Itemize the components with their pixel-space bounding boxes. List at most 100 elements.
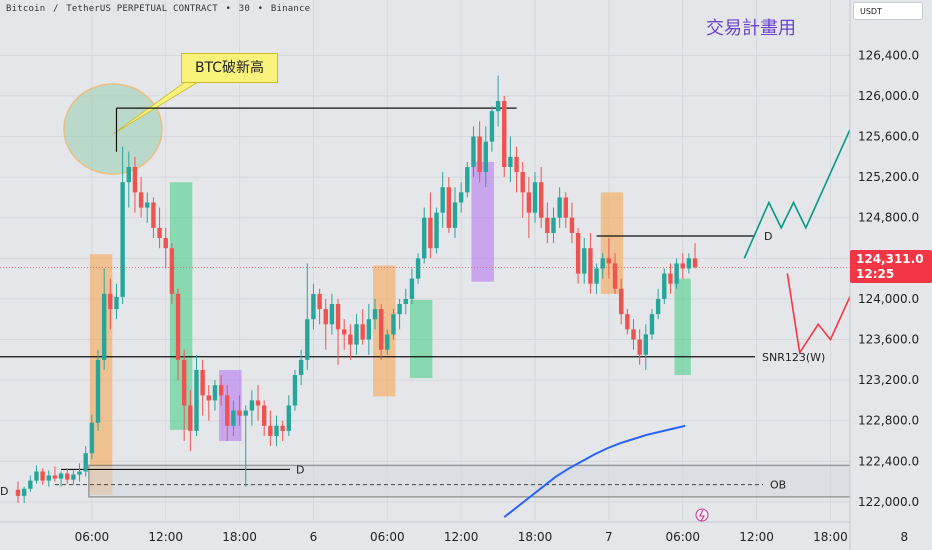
candle-body[interactable] — [483, 141, 488, 173]
zone-orange[interactable] — [372, 265, 396, 397]
candle-body[interactable] — [286, 405, 292, 431]
candle-body[interactable] — [545, 217, 550, 233]
candle-body[interactable] — [600, 258, 605, 269]
candle-body[interactable] — [163, 238, 168, 249]
candle-body[interactable] — [686, 258, 692, 269]
candle-body[interactable] — [169, 248, 175, 294]
candle-body[interactable] — [114, 296, 119, 310]
candle-body[interactable] — [218, 385, 224, 396]
candle-body[interactable] — [145, 202, 150, 208]
moving-average-line[interactable] — [503, 424, 686, 518]
candle-body[interactable] — [366, 319, 372, 340]
candle-body[interactable] — [532, 182, 538, 213]
candle-body[interactable] — [471, 136, 476, 167]
candle-body[interactable] — [120, 182, 125, 297]
candle-body[interactable] — [360, 324, 365, 340]
candle-body[interactable] — [280, 425, 285, 431]
candle-body[interactable] — [434, 212, 439, 249]
candle-body[interactable] — [249, 400, 255, 411]
candle-body[interactable] — [538, 182, 544, 218]
currency-selector[interactable]: USDT — [853, 2, 923, 20]
candle-body[interactable] — [625, 314, 630, 330]
candle-body[interactable] — [298, 359, 304, 376]
candle-body[interactable] — [440, 187, 445, 213]
candle-body[interactable] — [95, 359, 101, 423]
candle-body[interactable] — [77, 471, 82, 475]
candle-body[interactable] — [428, 217, 433, 249]
candle-body[interactable] — [385, 334, 390, 350]
candle-body[interactable] — [637, 339, 642, 355]
candle-body[interactable] — [225, 395, 230, 426]
candle-body[interactable] — [563, 197, 568, 218]
candle-body[interactable] — [465, 166, 470, 193]
candle-body[interactable] — [101, 293, 107, 360]
bullish-projection-path[interactable] — [743, 90, 869, 259]
candle-body[interactable] — [508, 156, 513, 167]
candle-body[interactable] — [138, 192, 144, 208]
candle-body[interactable] — [618, 288, 624, 315]
candle-body[interactable] — [157, 227, 162, 239]
new-high-circle[interactable] — [63, 83, 163, 175]
candle-body[interactable] — [335, 304, 341, 330]
candle-body[interactable] — [514, 156, 519, 173]
candle-body[interactable] — [65, 473, 70, 480]
candle-body[interactable] — [71, 474, 76, 480]
candle-body[interactable] — [674, 263, 679, 284]
candle-body[interactable] — [126, 166, 131, 183]
candle-body[interactable] — [415, 258, 421, 279]
candle-body[interactable] — [668, 273, 673, 284]
candle-body[interactable] — [391, 314, 396, 335]
candle-body[interactable] — [292, 375, 298, 406]
candle-body[interactable] — [329, 304, 335, 325]
candle-body[interactable] — [446, 187, 452, 228]
candle-body[interactable] — [317, 293, 322, 310]
candle-body[interactable] — [342, 329, 347, 335]
candle-body[interactable] — [323, 309, 328, 325]
candle-body[interactable] — [175, 293, 181, 360]
candle-body[interactable] — [575, 232, 581, 274]
candle-body[interactable] — [409, 278, 415, 299]
zone-purple[interactable] — [219, 369, 242, 442]
candle-body[interactable] — [557, 197, 562, 218]
ob-box[interactable] — [88, 464, 890, 498]
candle-body[interactable] — [194, 369, 199, 431]
candle-body[interactable] — [422, 217, 427, 259]
candle-body[interactable] — [108, 293, 113, 310]
candle-body[interactable] — [83, 453, 88, 472]
candle-body[interactable] — [452, 202, 458, 228]
candle-body[interactable] — [305, 319, 310, 360]
candle-body[interactable] — [151, 202, 156, 228]
candle-body[interactable] — [212, 385, 218, 401]
candle-body[interactable] — [403, 298, 408, 305]
candle-body[interactable] — [582, 248, 587, 274]
candle-body[interactable] — [372, 309, 378, 320]
btc-callout[interactable]: BTC破新高 — [181, 53, 278, 83]
zone-purple[interactable] — [471, 161, 494, 282]
candle-body[interactable] — [231, 410, 236, 426]
candle-body[interactable] — [181, 359, 187, 406]
candle-body[interactable] — [200, 369, 205, 396]
candle-body[interactable] — [378, 309, 384, 350]
candle-body[interactable] — [58, 473, 64, 479]
candle-body[interactable] — [569, 217, 575, 233]
candle-body[interactable] — [495, 101, 501, 112]
lightning-icon[interactable] — [695, 508, 709, 522]
candle-body[interactable] — [206, 395, 212, 401]
zone-orange[interactable] — [600, 192, 624, 294]
zone-green[interactable] — [409, 299, 433, 379]
candle-body[interactable] — [612, 263, 618, 289]
candle-body[interactable] — [188, 405, 193, 431]
candle-body[interactable] — [649, 314, 655, 335]
candle-body[interactable] — [132, 166, 138, 193]
candle-body[interactable] — [692, 258, 698, 268]
candle-body[interactable] — [274, 425, 279, 436]
candle-body[interactable] — [551, 217, 556, 233]
candle-body[interactable] — [348, 334, 353, 345]
candle-body[interactable] — [40, 471, 45, 481]
candle-body[interactable] — [34, 471, 39, 481]
candle-body[interactable] — [89, 422, 95, 454]
candle-body[interactable] — [489, 111, 495, 142]
candle-body[interactable] — [268, 425, 273, 436]
candle-body[interactable] — [237, 410, 242, 416]
candle-body[interactable] — [662, 273, 667, 299]
